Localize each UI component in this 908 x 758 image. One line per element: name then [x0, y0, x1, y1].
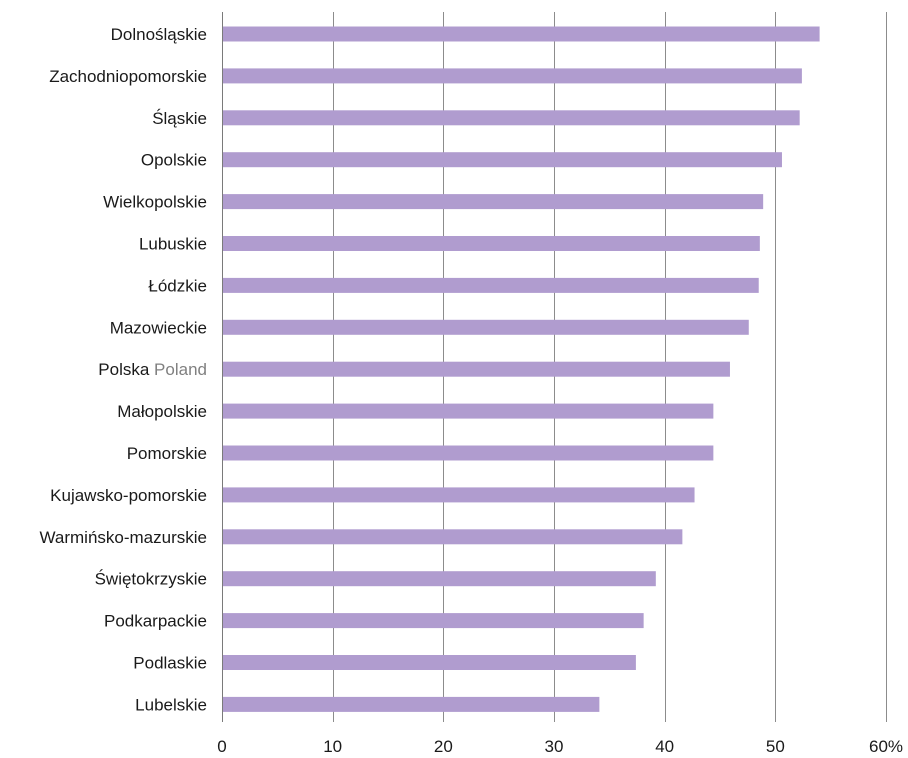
- category-name: Mazowieckie: [110, 318, 207, 337]
- bar: [223, 445, 714, 461]
- category-label: Śląskie: [152, 109, 207, 128]
- category-translation: Poland: [149, 360, 207, 379]
- category-label: Małopolskie: [117, 402, 207, 421]
- category-name: Zachodniopomorskie: [49, 67, 207, 86]
- bar: [223, 696, 600, 712]
- category-name: Polska: [98, 360, 150, 379]
- bar: [223, 655, 636, 670]
- bar: [223, 277, 759, 293]
- category-label: Lubelskie: [135, 695, 207, 714]
- category-name: Lubuskie: [139, 235, 207, 254]
- category-name: Śląskie: [152, 109, 207, 128]
- category-name: Wielkopolskie: [103, 193, 207, 212]
- bar: [223, 529, 683, 545]
- category-label: Zachodniopomorskie: [49, 67, 207, 86]
- category-label: Lubuskie: [139, 235, 207, 254]
- x-tick-label: 60%: [869, 737, 903, 756]
- bar: [223, 571, 656, 587]
- category-name: Świętokrzyskie: [95, 570, 207, 589]
- bar: [223, 487, 695, 503]
- bar: [223, 613, 644, 629]
- bar: [223, 319, 749, 335]
- bar: [223, 26, 820, 42]
- category-label: Pomorskie: [127, 444, 207, 463]
- x-tick-label: 0: [217, 737, 226, 756]
- category-label: Podkarpackie: [104, 612, 207, 631]
- x-tick-label: 30: [545, 737, 564, 756]
- x-tick-label: 20: [434, 737, 453, 756]
- category-label: Łódzkie: [148, 276, 207, 295]
- category-name: Dolnośląskie: [111, 25, 207, 44]
- category-label: Świętokrzyskie: [95, 570, 207, 589]
- category-name: Opolskie: [141, 151, 207, 170]
- x-tick-label: 40: [655, 737, 674, 756]
- x-tick-labels: 0 10 20 30 40 50 60%: [217, 737, 903, 756]
- category-name: Pomorskie: [127, 444, 207, 463]
- category-label: Warmińsko-mazurskie: [39, 528, 207, 547]
- bars: [223, 26, 820, 712]
- bar: [223, 152, 782, 168]
- x-tick-label: 50: [766, 737, 785, 756]
- bar: [223, 236, 760, 251]
- category-name: Łódzkie: [148, 276, 207, 295]
- category-name: Lubelskie: [135, 695, 207, 714]
- category-labels: Dolnośląskie Zachodniopomorskie Śląskie Opo…: [39, 25, 207, 714]
- category-name: Kujawsko-pomorskie: [50, 486, 207, 505]
- category-label: Opolskie: [141, 151, 207, 170]
- category-name: Małopolskie: [117, 402, 207, 421]
- category-label: Mazowieckie: [110, 318, 207, 337]
- bar: [223, 68, 802, 84]
- category-label: Dolnośląskie: [111, 25, 207, 44]
- bar: [223, 361, 730, 377]
- category-name: Podkarpackie: [104, 612, 207, 631]
- category-label: Kujawsko-pomorskie: [50, 486, 207, 505]
- bar: [223, 110, 800, 126]
- bar: [223, 403, 714, 419]
- category-label: Polska Poland: [98, 360, 207, 379]
- category-name: Warmińsko-mazurskie: [39, 528, 207, 547]
- x-tick-label: 10: [323, 737, 342, 756]
- category-label: Wielkopolskie: [103, 193, 207, 212]
- bar: [223, 194, 764, 210]
- category-label: Podlaskie: [133, 654, 207, 673]
- category-name: Podlaskie: [133, 654, 207, 673]
